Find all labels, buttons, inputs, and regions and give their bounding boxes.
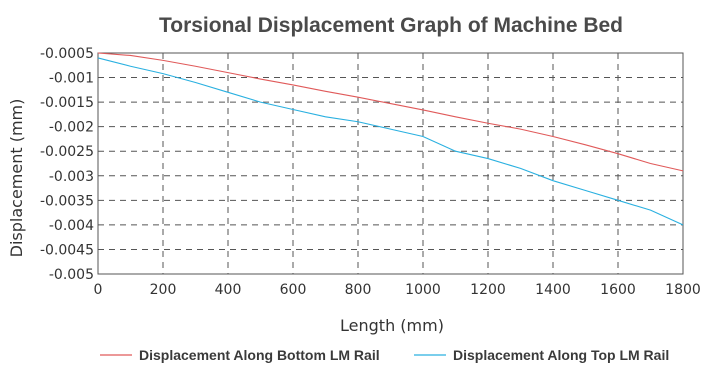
x-tick-label: 200 [150, 282, 177, 298]
x-tick-label: 1200 [470, 282, 506, 298]
chart-title: Torsional Displacement Graph of Machine … [159, 14, 623, 37]
y-tick-label: -0.002 [49, 120, 94, 136]
y-tick-label: -0.001 [49, 71, 94, 87]
x-tick-label: 1600 [600, 282, 636, 298]
grid-lines [98, 53, 683, 274]
x-tick-label: 1000 [405, 282, 441, 298]
legend: Displacement Along Bottom LM Rail Displa… [100, 347, 669, 363]
series-line-top-rail [97, 57, 684, 226]
y-tick-label: -0.005 [49, 267, 94, 283]
y-tick-label: -0.0005 [40, 46, 94, 62]
x-tick-label: 0 [94, 282, 103, 298]
series-line-bottom-rail [97, 52, 684, 172]
x-tick-label: 400 [215, 282, 242, 298]
x-tick-label: 1800 [665, 282, 701, 298]
plot-frame [97, 52, 684, 275]
y-tick-label: -0.0015 [40, 95, 94, 111]
y-axis-ticks: -0.0005 -0.001 -0.0015 -0.002 -0.0025 -0.003 -… [40, 46, 94, 283]
legend-label-bottom-rail: Displacement Along Bottom LM Rail [139, 347, 380, 363]
x-axis-label: Length (mm) [340, 316, 444, 335]
y-tick-label: -0.0045 [40, 242, 94, 258]
legend-label-top-rail: Displacement Along Top LM Rail [453, 347, 669, 363]
y-tick-label: -0.003 [49, 169, 94, 185]
x-tick-label: 1400 [535, 282, 571, 298]
x-tick-label: 600 [280, 282, 307, 298]
x-tick-label: 800 [345, 282, 372, 298]
series-lines [97, 52, 684, 226]
y-tick-label: -0.0035 [40, 193, 94, 209]
y-tick-label: -0.004 [49, 218, 94, 234]
y-axis-label: Displacement (mm) [7, 99, 26, 258]
x-axis-ticks: 0 200 400 600 800 1000 1200 1400 1600 1800 [94, 282, 701, 298]
y-tick-label: -0.0025 [40, 144, 94, 160]
